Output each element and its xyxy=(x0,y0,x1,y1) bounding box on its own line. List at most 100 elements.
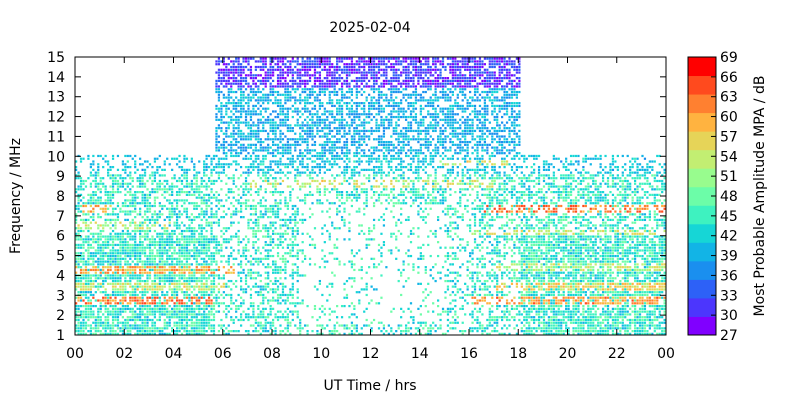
heatmap-cell xyxy=(279,82,282,85)
heatmap-cell xyxy=(215,63,218,66)
heatmap-cell xyxy=(190,291,193,294)
heatmap-cell xyxy=(267,93,270,96)
heatmap-cell xyxy=(121,163,125,166)
heatmap-cell xyxy=(257,165,260,169)
heatmap-cell xyxy=(175,313,179,316)
heatmap-cell xyxy=(198,241,201,244)
heatmap-cell xyxy=(89,227,92,230)
heatmap-cell xyxy=(195,188,198,191)
heatmap-cell xyxy=(244,79,248,83)
heatmap-cell xyxy=(163,204,166,208)
heatmap-cell xyxy=(336,213,339,216)
heatmap-cell xyxy=(102,327,105,330)
heatmap-cell xyxy=(257,321,260,324)
heatmap-cell xyxy=(338,129,341,133)
heatmap-cell xyxy=(267,277,270,280)
heatmap-cell xyxy=(267,118,270,121)
heatmap-cell xyxy=(284,260,287,263)
heatmap-cell xyxy=(235,104,238,108)
heatmap-cell xyxy=(131,293,134,297)
heatmap-cell xyxy=(87,274,90,277)
heatmap-cell xyxy=(304,96,307,99)
heatmap-cell xyxy=(308,110,312,113)
heatmap-cell xyxy=(92,332,95,335)
heatmap-cell xyxy=(183,199,186,202)
heatmap-cell xyxy=(217,85,221,88)
heatmap-cell xyxy=(188,279,191,283)
heatmap-cell xyxy=(318,279,322,283)
heatmap-cell xyxy=(306,324,309,327)
heatmap-cell xyxy=(193,252,196,255)
heatmap-cell xyxy=(247,104,250,108)
heatmap-cell xyxy=(296,296,299,299)
heatmap-cell xyxy=(328,124,331,127)
heatmap-cell xyxy=(153,241,157,244)
heatmap-cell xyxy=(148,313,152,316)
heatmap-cell xyxy=(286,140,289,144)
heatmap-cell xyxy=(158,235,161,238)
heatmap-cell xyxy=(267,249,270,252)
heatmap-cell xyxy=(171,246,174,249)
heatmap-cell xyxy=(94,327,97,330)
heatmap-cell xyxy=(323,241,326,244)
heatmap-cell xyxy=(87,277,90,280)
heatmap-cell xyxy=(89,293,92,297)
heatmap-cell xyxy=(131,318,134,322)
heatmap-cell xyxy=(318,324,322,327)
heatmap-cell xyxy=(326,132,329,135)
heatmap-cell xyxy=(276,60,280,63)
heatmap-cell xyxy=(79,185,83,188)
heatmap-cell xyxy=(272,204,275,208)
heatmap-cell xyxy=(119,299,122,302)
heatmap-cell xyxy=(328,179,331,183)
heatmap-cell xyxy=(257,171,260,174)
heatmap-cell xyxy=(272,93,275,96)
heatmap-cell xyxy=(203,318,206,322)
heatmap-cell xyxy=(158,302,161,305)
heatmap-cell xyxy=(244,171,248,174)
heatmap-cell xyxy=(225,241,228,244)
heatmap-cell xyxy=(207,293,211,297)
heatmap-cell xyxy=(249,143,253,146)
heatmap-cell xyxy=(153,330,157,333)
heatmap-cell xyxy=(114,274,117,277)
heatmap-cell xyxy=(338,68,341,71)
heatmap-cell xyxy=(308,132,312,135)
heatmap-cell xyxy=(148,227,152,230)
heatmap-cell xyxy=(89,254,92,258)
heatmap-cell xyxy=(143,263,147,266)
heatmap-cell xyxy=(244,124,248,127)
heatmap-cell xyxy=(336,146,339,149)
heatmap-cell xyxy=(84,313,88,316)
heatmap-cell xyxy=(284,299,287,302)
heatmap-cell xyxy=(171,191,174,194)
heatmap-cell xyxy=(153,279,157,283)
heatmap-cell xyxy=(153,332,157,335)
heatmap-cell xyxy=(299,132,302,135)
heatmap-cell xyxy=(92,268,95,272)
heatmap-cell xyxy=(99,310,102,313)
heatmap-cell xyxy=(175,213,179,216)
heatmap-cell xyxy=(141,288,144,291)
heatmap-cell xyxy=(220,235,223,238)
heatmap-cell xyxy=(237,85,240,88)
heatmap-cell xyxy=(232,79,235,83)
heatmap-cell xyxy=(244,316,248,319)
heatmap-cell xyxy=(235,285,238,288)
heatmap-cell xyxy=(111,235,115,238)
heatmap-cell xyxy=(200,207,203,210)
heatmap-cell xyxy=(180,213,184,216)
heatmap-cell xyxy=(296,107,299,110)
heatmap-cell xyxy=(333,88,336,91)
heatmap-cell xyxy=(274,132,277,135)
heatmap-cell xyxy=(257,291,260,294)
heatmap-cell xyxy=(318,90,322,94)
heatmap-cell xyxy=(257,96,260,99)
heatmap-cell xyxy=(124,168,127,171)
heatmap-cell xyxy=(77,291,80,294)
heatmap-cell xyxy=(326,118,329,121)
heatmap-cell xyxy=(237,238,240,241)
heatmap-cell xyxy=(264,282,267,285)
heatmap-cell xyxy=(299,330,302,333)
heatmap-cell xyxy=(296,82,299,85)
